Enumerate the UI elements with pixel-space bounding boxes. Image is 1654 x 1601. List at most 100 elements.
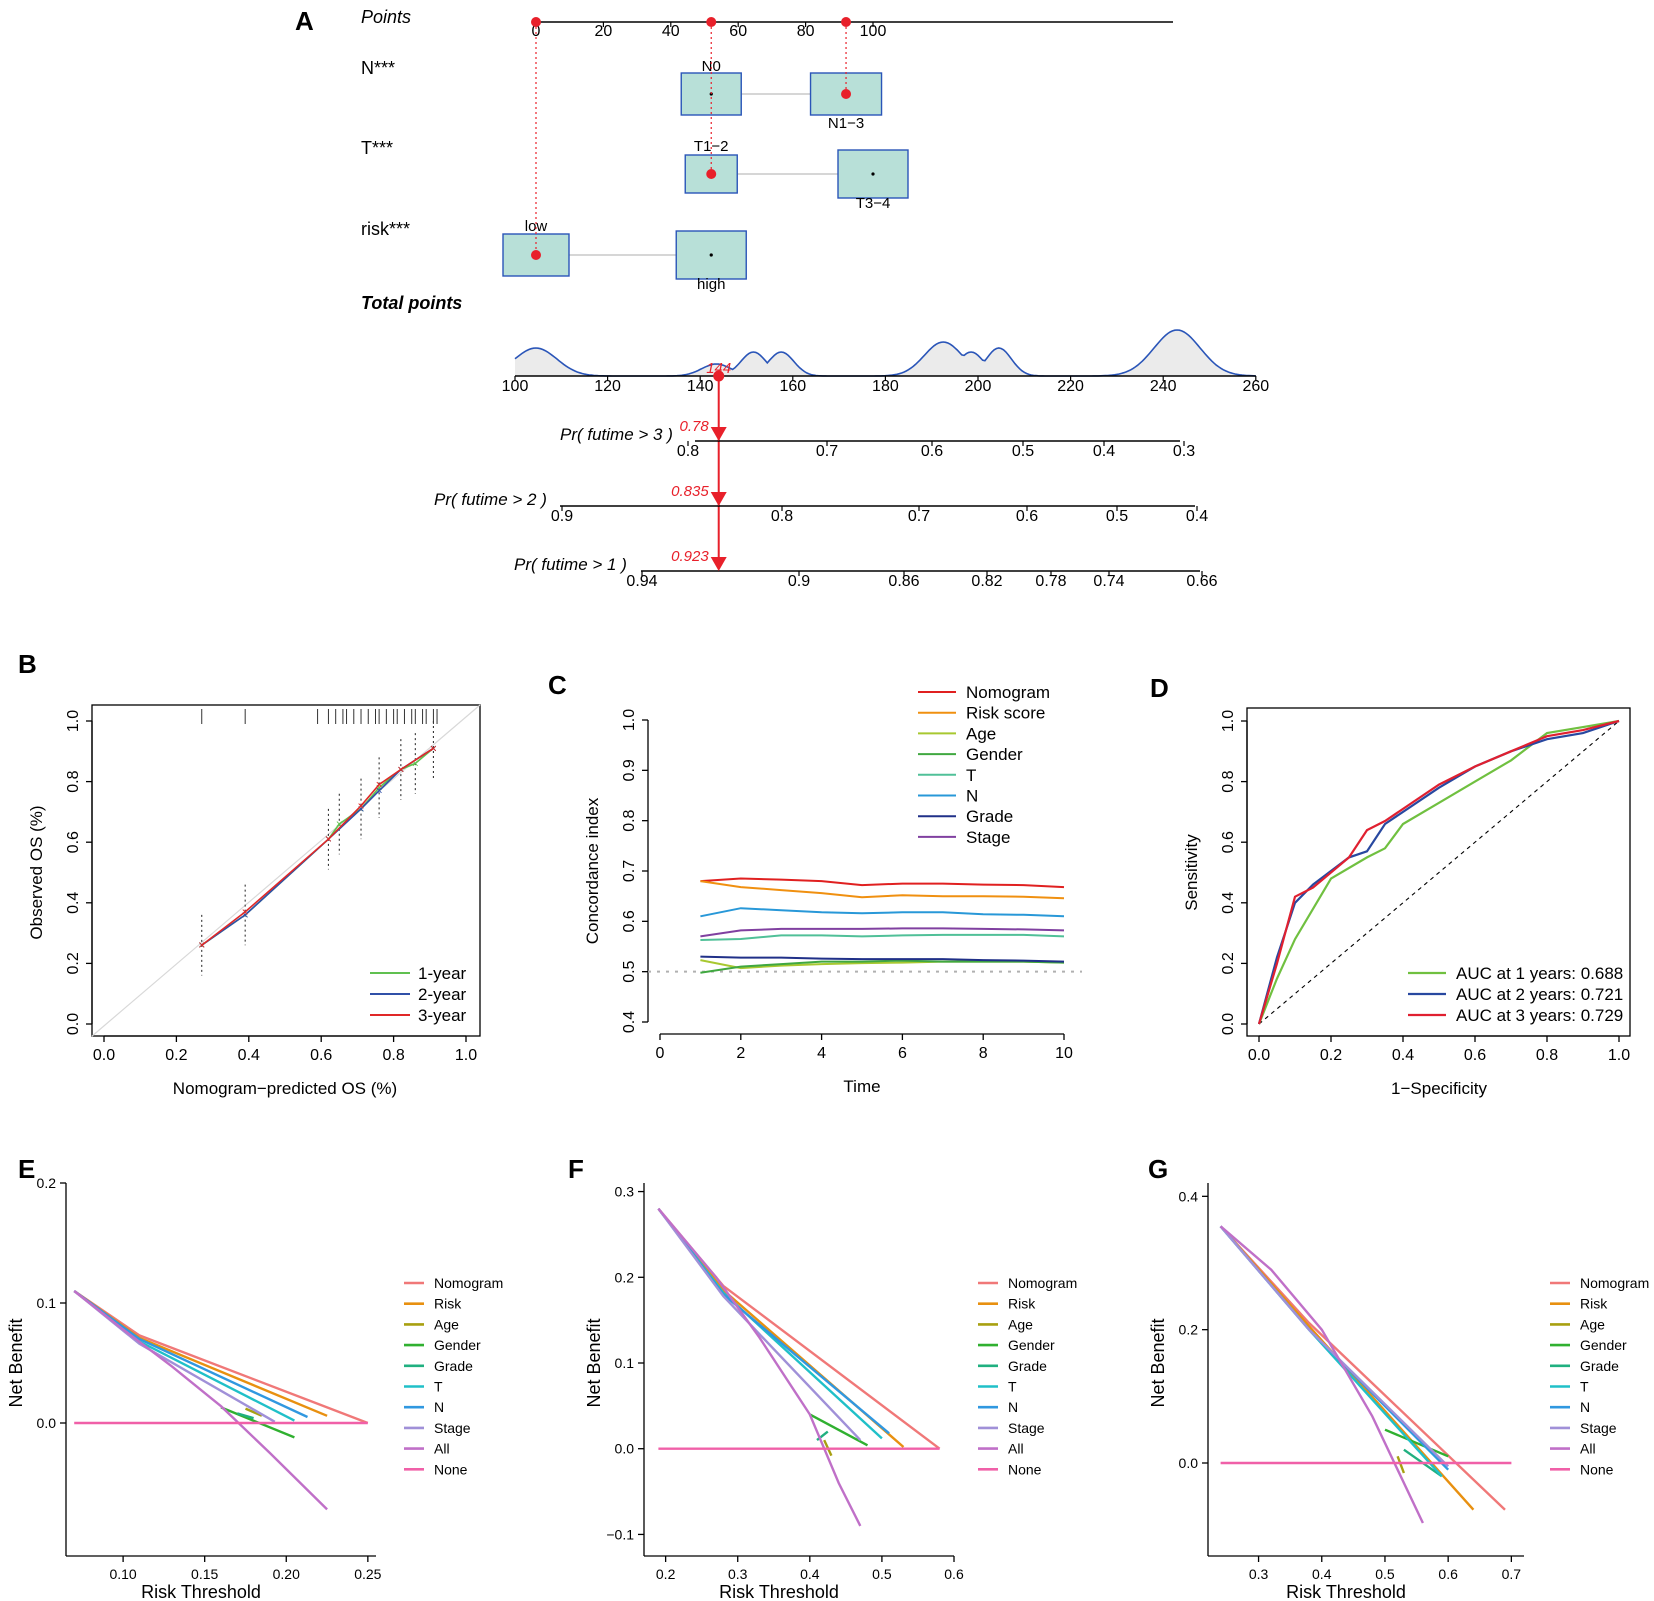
y-axis-label: Sensitivity [1182,834,1201,911]
panel-label: C [548,670,567,700]
legend-label: Nomogram [1008,1275,1077,1291]
total-value-label: 144 [706,360,731,377]
legend-label: T [1008,1379,1017,1395]
survival-arrow [710,492,727,506]
legend-label: T [1580,1379,1589,1395]
calibration-point: × [358,802,365,816]
legend-label: Risk [1580,1296,1608,1312]
calibration-line [201,747,434,946]
legend-label: AUC at 1 years: 0.688 [1456,964,1623,983]
legend-label: N [434,1399,444,1415]
dca-curve [73,1290,328,1417]
x-axis-label: Risk Threshold [719,1582,839,1601]
panel-label: E [18,1154,35,1184]
x-tick-label: 0.3 [728,1566,748,1582]
x-axis-label: 1−Specificity [1391,1079,1487,1098]
panel-a-nomogram: A Points 0 20 40 60 80 100 N*** N0 N1−3 T*** T1−2 T3−… [295,6,1269,590]
legend-label: All [1580,1441,1596,1457]
survival-tick-label: 0.7 [908,508,930,525]
survival-tick-label: 0.8 [677,443,699,460]
c-index-series-line [700,955,1065,963]
x-tick-label: 0.4 [1312,1566,1332,1582]
y-axis-label: Net Benefit [6,1318,26,1407]
x-tick-label: 0.8 [1536,1047,1558,1064]
calibration-point: × [430,741,437,755]
x-tick-label: 10 [1055,1045,1073,1062]
calibration-point: × [430,741,437,755]
survival-tick-label: 0.78 [1035,573,1066,590]
selected-level-dot [841,89,852,99]
c-index-series-line [700,877,1065,889]
y-tick-label: 0.0 [1179,1455,1199,1471]
legend-label: Gender [1008,1337,1055,1353]
total-tick-label: 240 [1150,378,1177,395]
dca-curve [236,1412,254,1420]
x-tick-label: 0.15 [191,1566,218,1582]
y-tick-label: 0.8 [621,809,638,831]
density-area [515,330,1256,376]
x-tick-label: 1.0 [1608,1047,1630,1064]
legend-label: Risk [434,1296,462,1312]
level-label: T1−2 [694,138,729,155]
y-tick-label: 0.7 [621,860,638,882]
x-tick-label: 0.4 [238,1047,260,1064]
survival-tick-label: 0.94 [626,573,657,590]
total-tick-label: 140 [687,378,714,395]
x-tick-label: 0.20 [273,1566,300,1582]
total-points-label: Total points [361,293,462,313]
y-tick-label: 0.0 [1220,1013,1237,1035]
survival-axis-label: Pr( futime > 3 ) [560,425,673,444]
y-tick-label: 1.0 [1220,710,1237,732]
selected-level-dot [706,169,717,179]
x-tick-label: 0.2 [165,1047,187,1064]
legend-label: Stage [434,1420,471,1436]
points-marker-dot [841,17,852,27]
y-tick-label: 0.0 [65,1013,82,1035]
legend-label: Grade [1008,1358,1047,1374]
y-tick-label: 0.0 [37,1415,57,1431]
calibration-point: × [336,817,343,831]
x-tick-label: 0 [656,1045,665,1062]
x-tick-label: 0.2 [1320,1047,1342,1064]
legend-label: Age [434,1316,459,1332]
x-tick-label: 0.4 [1392,1047,1414,1064]
c-index-series-line [700,927,1065,938]
legend-label: N [1580,1399,1590,1415]
points-tick-label: 100 [860,23,887,40]
legend-label: AUC at 3 years: 0.729 [1456,1006,1623,1025]
dca-curve [245,1407,263,1417]
dca-curve [1219,1225,1450,1468]
x-tick-label: 0.6 [944,1566,964,1582]
dca-curve [809,1413,869,1447]
survival-tick-label: 0.4 [1186,508,1208,525]
calibration-point: × [430,741,437,755]
y-tick-label: 0.2 [37,1175,57,1191]
y-tick-label: 1.0 [65,710,82,732]
dca-curve [73,1290,328,1511]
calibration-point: × [412,756,419,770]
panel-e-dca: E 0.10 0.15 0.20 0.25 0.0 0.1 0.2 Risk Threshold… [6,1154,503,1601]
panel-label: D [1150,673,1169,703]
dca-curve [1396,1455,1406,1474]
dca-curve [73,1290,369,1425]
variable-label: risk*** [361,219,410,239]
dca-curve [657,1207,862,1527]
legend-label: Nomogram [966,683,1050,702]
legend-label: Stage [1580,1420,1617,1436]
y-tick-label: 0.4 [1220,892,1237,914]
legend-label: Grade [966,807,1013,826]
legend-label: Stage [966,828,1010,847]
dca-curve [657,1207,862,1441]
x-tick-label: 0.6 [310,1047,332,1064]
panel-label: G [1148,1154,1168,1184]
dca-curve [1219,1225,1506,1511]
calibration-point: × [325,832,332,846]
legend-label: Grade [434,1358,473,1374]
x-tick-label: 0.6 [1438,1566,1458,1582]
y-tick-label: 1.0 [621,709,638,731]
survival-tick-label: 0.66 [1186,573,1217,590]
y-tick-label: 0.2 [1220,952,1237,974]
roc-curve [1257,719,1620,1025]
level-center-dot [871,172,875,176]
